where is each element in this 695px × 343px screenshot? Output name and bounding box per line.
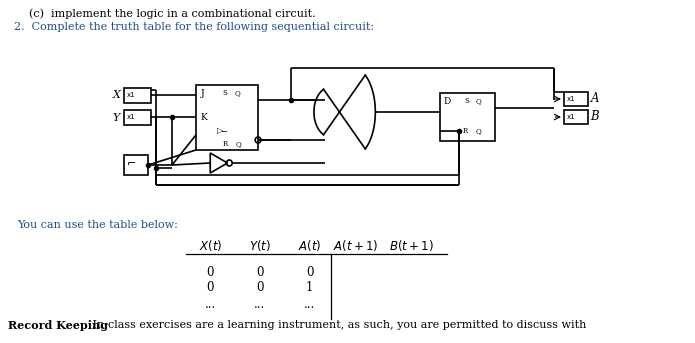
Text: (c)  implement the logic in a combinational circuit.: (c) implement the logic in a combination… <box>28 8 316 19</box>
Text: Q: Q <box>476 97 482 105</box>
Text: $A(t+1)$: $A(t+1)$ <box>333 238 378 253</box>
Text: 2.  Complete the truth table for the following sequential circuit:: 2. Complete the truth table for the foll… <box>15 22 375 32</box>
Text: 0: 0 <box>256 266 263 279</box>
Text: x1: x1 <box>127 114 136 120</box>
Text: S: S <box>464 97 469 105</box>
Text: X: X <box>113 90 121 100</box>
Bar <box>124 88 151 103</box>
Text: Q: Q <box>236 140 242 148</box>
Text: A: A <box>591 93 599 106</box>
Text: $B(t+1)$: $B(t+1)$ <box>389 238 433 253</box>
Text: ⌐: ⌐ <box>127 160 136 170</box>
Text: Q: Q <box>234 89 240 97</box>
Text: S: S <box>222 89 227 97</box>
Text: ...: ... <box>254 298 265 311</box>
Text: J: J <box>201 89 204 98</box>
Text: B: B <box>591 110 599 123</box>
Text: D: D <box>443 97 450 106</box>
Text: x1: x1 <box>127 92 136 98</box>
Text: K: K <box>201 113 208 122</box>
Text: x1: x1 <box>566 114 575 120</box>
Bar <box>124 110 151 125</box>
Text: $X(t)$: $X(t)$ <box>199 238 222 253</box>
Text: R: R <box>222 140 228 148</box>
Bar <box>440 93 495 141</box>
Text: 0: 0 <box>306 266 313 279</box>
Bar <box>564 92 588 106</box>
Text: x1: x1 <box>566 96 575 102</box>
Text: You can use the table below:: You can use the table below: <box>17 220 178 230</box>
Text: 0: 0 <box>206 281 214 294</box>
Text: ...: ... <box>304 298 316 311</box>
Text: Record Keeping: Record Keeping <box>8 320 108 331</box>
Text: ▷: ▷ <box>217 127 223 135</box>
Text: $A(t)$: $A(t)$ <box>298 238 321 253</box>
Text: Y: Y <box>113 113 120 123</box>
Text: ...: ... <box>204 298 216 311</box>
Bar <box>564 110 588 124</box>
Text: 1: 1 <box>306 281 313 294</box>
Text: ─: ─ <box>221 127 226 135</box>
Bar <box>196 85 258 150</box>
Text: In-class exercises are a learning instrument, as such, you are permitted to disc: In-class exercises are a learning instru… <box>89 320 587 330</box>
Text: 0: 0 <box>256 281 263 294</box>
Text: Q: Q <box>476 127 482 135</box>
Bar <box>124 155 148 175</box>
Text: 0: 0 <box>206 266 214 279</box>
Text: R: R <box>463 127 468 135</box>
Text: $Y(t)$: $Y(t)$ <box>249 238 271 253</box>
